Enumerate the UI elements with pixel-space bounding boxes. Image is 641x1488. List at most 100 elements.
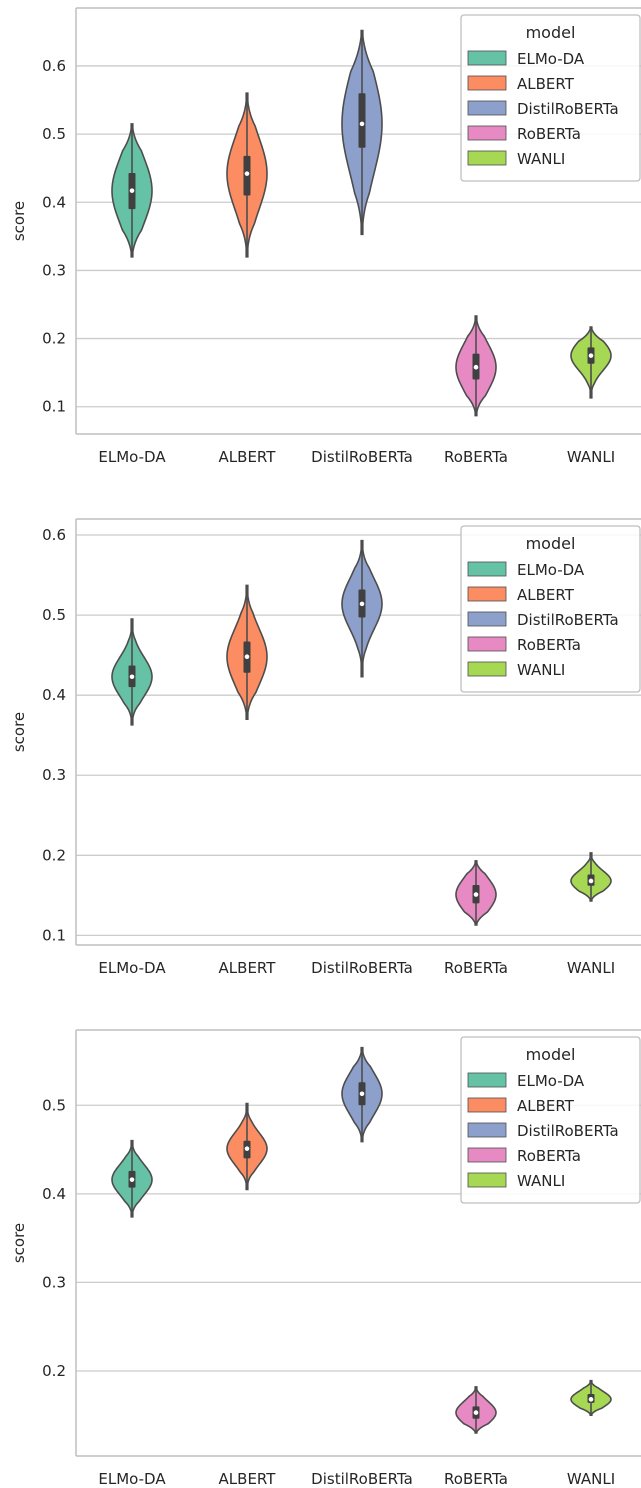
violin-roberta bbox=[455, 315, 497, 417]
legend-title: model bbox=[526, 23, 576, 42]
violin-iqr-box bbox=[358, 93, 366, 148]
legend-label: ALBERT bbox=[517, 1097, 575, 1115]
legend-label: ALBERT bbox=[517, 75, 575, 93]
legend-swatch-wanli bbox=[467, 150, 507, 166]
legend-label: ELMo-DA bbox=[517, 50, 585, 68]
violin-median-point bbox=[588, 353, 594, 358]
legend-swatch-elmo-da bbox=[467, 1072, 507, 1088]
violin-median-point bbox=[359, 1091, 365, 1097]
legend-swatch-wanli bbox=[467, 661, 507, 677]
legend-label: DistilRoBERTa bbox=[517, 611, 619, 629]
legend-swatch-roberta bbox=[467, 125, 507, 141]
y-tick-label: 0.4 bbox=[42, 193, 66, 211]
legend-label: ELMo-DA bbox=[517, 561, 585, 579]
legend-label: WANLI bbox=[517, 661, 565, 679]
legend-swatch-elmo-da bbox=[467, 50, 507, 66]
y-tick-label: 0.2 bbox=[42, 846, 66, 864]
violin-median-point bbox=[473, 364, 479, 370]
legend: model ELMo-DA ALBERT DistilRoBERTa RoBERTa WA… bbox=[460, 1036, 641, 1204]
y-tick-label: 0.1 bbox=[42, 926, 66, 944]
legend: model ELMo-DA ALBERT DistilRoBERTa RoBERTa WA… bbox=[460, 525, 641, 693]
y-axis-title: score bbox=[10, 1223, 28, 1263]
legend-label: RoBERTa bbox=[517, 1147, 581, 1165]
chart-panel-3: 0.2 0.3 0.4 0.5 score ELMo-DA ALBERT DistilRoBE… bbox=[10, 1029, 641, 1488]
legend-swatch-albert bbox=[467, 586, 507, 602]
violin-wanli bbox=[570, 326, 612, 399]
y-tick-label: 0.4 bbox=[42, 686, 66, 704]
violin-median-point bbox=[129, 1177, 135, 1182]
legend-label: DistilRoBERTa bbox=[517, 100, 619, 118]
y-tick-label: 0.3 bbox=[42, 261, 66, 279]
y-axis-title: score bbox=[10, 201, 28, 241]
violin-median-point bbox=[473, 1410, 479, 1415]
x-tick-label: RoBERTa bbox=[444, 1470, 508, 1488]
y-tick-label: 0.5 bbox=[42, 606, 66, 624]
y-tick-label: 0.1 bbox=[42, 398, 66, 416]
x-tick-label: ELMo-DA bbox=[98, 959, 166, 977]
violin-elmo-da bbox=[111, 1139, 153, 1218]
violin-albert bbox=[226, 92, 268, 258]
x-tick-label: WANLI bbox=[567, 448, 615, 466]
chart-panel-1: 0.1 0.2 0.3 0.4 0.5 0.6 score ELMo-DA ALBERT Dist… bbox=[10, 7, 641, 466]
y-tick-label: 0.5 bbox=[42, 1096, 66, 1114]
legend-label: ELMo-DA bbox=[517, 1072, 585, 1090]
y-tick-label: 0.6 bbox=[42, 57, 66, 75]
x-tick-label: WANLI bbox=[567, 1470, 615, 1488]
violin-median-point bbox=[129, 674, 135, 680]
y-tick-label: 0.4 bbox=[42, 1185, 66, 1203]
legend-swatch-roberta bbox=[467, 636, 507, 652]
legend: model ELMo-DA ALBERT DistilRoBERTa RoBERTa WA… bbox=[460, 14, 641, 182]
violin-median-point bbox=[588, 1397, 594, 1402]
violin-wanli bbox=[570, 852, 612, 902]
x-tick-label: ELMo-DA bbox=[98, 1470, 166, 1488]
x-tick-label: WANLI bbox=[567, 959, 615, 977]
legend-swatch-albert bbox=[467, 75, 507, 91]
violin-distilroberta bbox=[341, 29, 383, 236]
legend-label: ALBERT bbox=[517, 586, 575, 604]
x-tick-label: RoBERTa bbox=[444, 448, 508, 466]
violin-roberta bbox=[455, 1386, 497, 1434]
violin-median-point bbox=[359, 121, 365, 127]
violin-median-point bbox=[473, 892, 479, 897]
x-tick-label: ALBERT bbox=[219, 448, 277, 466]
violin-wanli bbox=[570, 1379, 612, 1417]
legend-swatch-elmo-da bbox=[467, 561, 507, 577]
y-tick-label: 0.2 bbox=[42, 330, 66, 348]
legend-swatch-albert bbox=[467, 1097, 507, 1113]
x-tick-label: DistilRoBERTa bbox=[311, 959, 413, 977]
violin-elmo-da bbox=[111, 123, 153, 258]
violin-elmo-da bbox=[111, 618, 153, 726]
y-tick-label: 0.6 bbox=[42, 526, 66, 544]
violin-distilroberta bbox=[341, 1046, 383, 1143]
x-tick-label: ALBERT bbox=[219, 959, 277, 977]
legend-swatch-distilroberta bbox=[467, 611, 507, 627]
violin-median-point bbox=[244, 1146, 250, 1151]
chart-panel-2: 0.1 0.2 0.3 0.4 0.5 0.6 score ELMo-DA ALBERT Dist… bbox=[10, 518, 641, 977]
x-tick-label: ELMo-DA bbox=[98, 448, 166, 466]
legend-label: WANLI bbox=[517, 150, 565, 168]
y-tick-label: 0.3 bbox=[42, 766, 66, 784]
x-tick-label: DistilRoBERTa bbox=[311, 1470, 413, 1488]
violin-albert bbox=[226, 584, 268, 720]
violin-median-point bbox=[129, 188, 135, 193]
y-tick-label: 0.5 bbox=[42, 125, 66, 143]
legend-label: RoBERTa bbox=[517, 125, 581, 143]
y-tick-label: 0.2 bbox=[42, 1362, 66, 1380]
violin-median-point bbox=[359, 601, 365, 607]
violin-median-point bbox=[588, 878, 594, 884]
violin-median-point bbox=[244, 171, 250, 176]
violin-roberta bbox=[455, 860, 497, 926]
y-axis-title: score bbox=[10, 712, 28, 752]
legend-label: WANLI bbox=[517, 1172, 565, 1190]
violin-albert bbox=[226, 1102, 268, 1191]
legend-title: model bbox=[526, 1045, 576, 1064]
legend-swatch-wanli bbox=[467, 1172, 507, 1188]
legend-swatch-distilroberta bbox=[467, 1122, 507, 1138]
x-tick-label: ALBERT bbox=[219, 1470, 277, 1488]
legend-label: DistilRoBERTa bbox=[517, 1122, 619, 1140]
x-tick-label: RoBERTa bbox=[444, 959, 508, 977]
violin-median-point bbox=[244, 654, 250, 660]
violin-distilroberta bbox=[341, 539, 383, 678]
y-tick-label: 0.3 bbox=[42, 1273, 66, 1291]
